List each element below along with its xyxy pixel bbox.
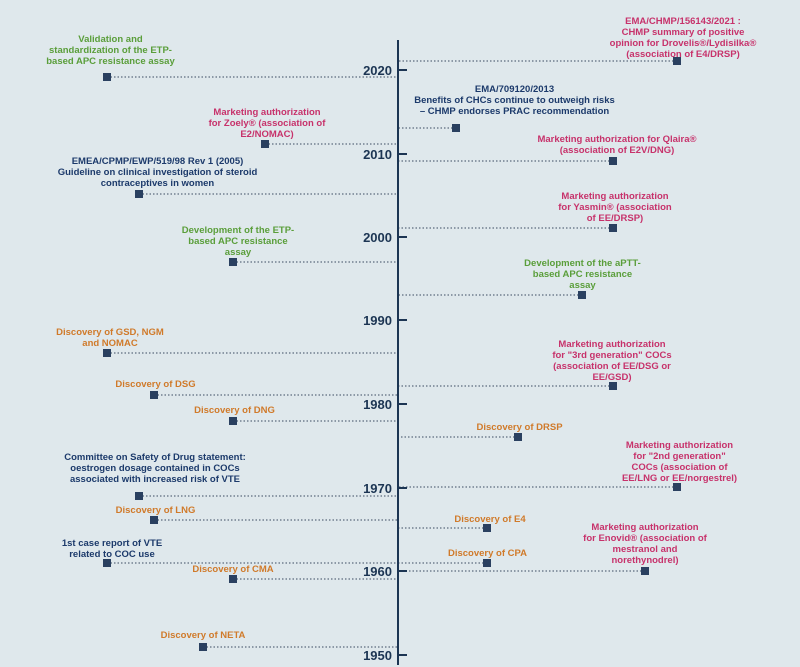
marker-qlaira xyxy=(609,157,617,165)
event-label-ema-chmp-156143: EMA/CHMP/156143/2021 : CHMP summary of p… xyxy=(609,16,757,60)
event-label-gsd-ngm-nomac: Discovery of GSD, NGM and NOMAC xyxy=(56,327,164,349)
year-label-1980: 1980 xyxy=(363,397,392,412)
event-label-third-gen: Marketing authorization for "3rd generat… xyxy=(552,339,672,383)
event-label-enovid: Marketing authorization for Enovid® (ass… xyxy=(583,522,707,566)
event-label-cpa: Discovery of CPA xyxy=(447,548,527,559)
marker-e4 xyxy=(483,524,491,532)
event-label-csd-statement: Committee on Safety of Drug statement: o… xyxy=(64,452,246,485)
marker-gsd-ngm-nomac xyxy=(103,349,111,357)
marker-validation-etp xyxy=(103,73,111,81)
event-label-qlaira: Marketing authorization for Qlaira® (ass… xyxy=(537,134,697,156)
year-label-1970: 1970 xyxy=(363,481,392,496)
event-markers xyxy=(103,57,681,651)
marker-yasmin xyxy=(609,224,617,232)
marker-emea-guideline xyxy=(135,190,143,198)
event-label-dev-aptt: Development of the aPTT- based APC resis… xyxy=(524,258,641,291)
marker-cma xyxy=(229,575,237,583)
event-label-dev-etp: Development of the ETP- based APC resist… xyxy=(181,225,295,258)
event-label-dsg: Discovery of DSG xyxy=(115,379,196,390)
marker-drsp xyxy=(514,433,522,441)
event-label-cma: Discovery of CMA xyxy=(192,564,274,575)
marker-csd-statement xyxy=(135,492,143,500)
year-label-1960: 1960 xyxy=(363,564,392,579)
event-label-ema-709120: EMA/709120/2013 Benefits of CHCs continu… xyxy=(414,84,615,117)
year-label-1950: 1950 xyxy=(363,648,392,663)
event-label-emea-guideline: EMEA/CPMP/EWP/519/98 Rev 1 (2005) Guidel… xyxy=(57,156,258,189)
axis-ticks: 2020 2010 2000 1990 1980 1970 1960 1950 xyxy=(363,63,407,663)
leader-lines xyxy=(107,60,677,648)
marker-lng xyxy=(150,516,158,524)
marker-cpa xyxy=(483,559,491,567)
marker-first-vte xyxy=(103,559,111,567)
marker-dev-etp xyxy=(229,258,237,266)
marker-ema-709120 xyxy=(452,124,460,132)
year-label-2000: 2000 xyxy=(363,230,392,245)
marker-zoely xyxy=(261,140,269,148)
event-label-validation-etp: Validation and standardization of the ET… xyxy=(46,34,175,67)
event-label-neta: Discovery of NETA xyxy=(160,630,246,641)
marker-dng xyxy=(229,417,237,425)
event-label-drsp: Discovery of DRSP xyxy=(476,422,563,433)
marker-dev-aptt xyxy=(578,291,586,299)
event-label-e4: Discovery of E4 xyxy=(454,514,526,525)
marker-second-gen xyxy=(673,483,681,491)
event-label-zoely: Marketing authorization for Zoely® (asso… xyxy=(208,107,326,140)
event-label-lng: Discovery of LNG xyxy=(115,505,196,516)
event-label-yasmin: Marketing authorization for Yasmin® (ass… xyxy=(558,191,672,224)
marker-ema-chmp-156143 xyxy=(673,57,681,65)
marker-enovid xyxy=(641,567,649,575)
marker-dsg xyxy=(150,391,158,399)
year-label-1990: 1990 xyxy=(363,313,392,328)
year-label-2010: 2010 xyxy=(363,147,392,162)
marker-neta xyxy=(199,643,207,651)
event-label-second-gen: Marketing authorization for "2nd generat… xyxy=(621,440,738,484)
event-label-first-vte: 1st case report of VTE related to COC us… xyxy=(61,538,163,560)
year-label-2020: 2020 xyxy=(363,63,392,78)
event-label-dng: Discovery of DNG xyxy=(194,405,275,416)
marker-third-gen xyxy=(609,382,617,390)
